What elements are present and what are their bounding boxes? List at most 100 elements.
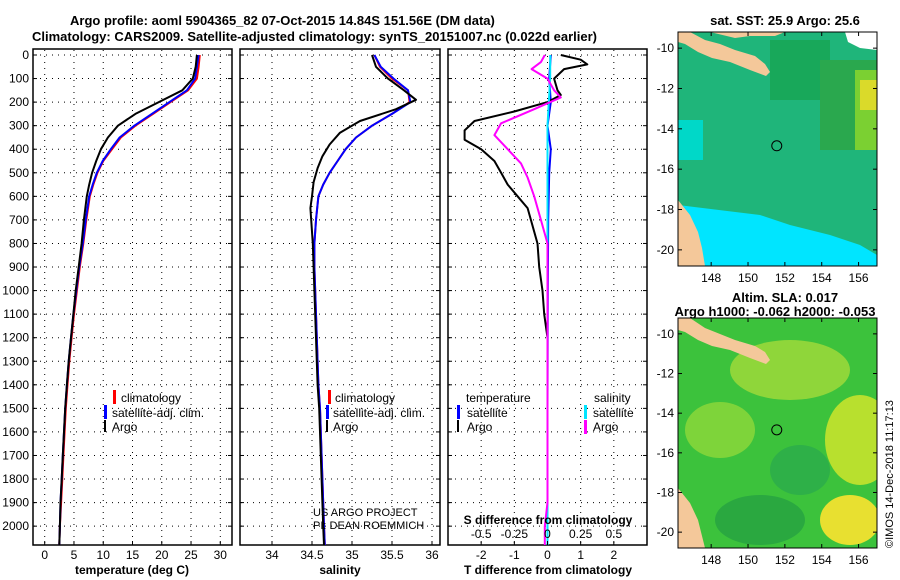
sla-low-1	[770, 445, 830, 495]
legend-swatch-climatology	[113, 390, 116, 404]
sla-high-3	[820, 495, 877, 545]
sst-cyan-patch-2	[678, 205, 877, 266]
depth-tick-label: 500	[9, 166, 29, 180]
map-x-tick-label: 156	[849, 271, 869, 285]
sla-land-australia	[678, 488, 705, 548]
depth-tick-label: 1800	[2, 472, 29, 486]
series-layer	[58, 54, 589, 546]
map-x-tick-label: 148	[701, 553, 721, 567]
depth-tick-label: 1200	[2, 331, 29, 345]
legend-swatch-argo	[326, 420, 328, 432]
figure-title-line2: Climatology: CARS2009. Satellite-adjuste…	[32, 29, 597, 44]
sla-high-2	[825, 395, 877, 485]
credit-line-2: PI: DEAN ROEMMICH	[313, 520, 424, 532]
x2-tick-label: 0.5	[605, 527, 622, 541]
depth-tick-label: 1700	[2, 448, 29, 462]
depth-tick-label: 100	[9, 72, 29, 86]
x2-tick-label: -0.5	[471, 527, 492, 541]
depth-tick-label: 1600	[2, 425, 29, 439]
x-tick-label: 10	[97, 548, 111, 562]
t-difference-axis-label: T difference from climatology	[464, 563, 632, 577]
depth-tick-label: 1100	[3, 307, 29, 321]
depth-tick-label: 600	[9, 189, 29, 203]
legend-swatch-satellite	[326, 405, 329, 419]
map-y-tick-label: -18	[657, 485, 675, 499]
x-tick-label: -1	[509, 548, 520, 562]
series-line-climatology	[313, 54, 411, 546]
legend-swatch-s-satellite	[584, 405, 587, 419]
credit-line-1: US ARGO PROJECT	[313, 507, 418, 519]
legend-swatch-climatology	[328, 390, 331, 404]
sst-land-png	[678, 32, 785, 38]
legend-label-s-argo: Argo	[593, 420, 619, 434]
x-tick-label: 35	[345, 548, 359, 562]
series-line-argo	[309, 54, 417, 546]
sla-map	[678, 318, 877, 548]
legend-swatch-t-argo	[457, 420, 459, 432]
depth-tick-label: 200	[9, 95, 29, 109]
legend-swatch-satellite	[104, 405, 107, 419]
legend-swatch-t-satellite	[457, 405, 460, 419]
x2-tick-label: -0.25	[501, 527, 529, 541]
x-axis-ticks: 0 5 10 15 20 25 30 34 34.5 35 35.5 36 -2 -1 0 1 2 -0.5 -0.…	[41, 527, 622, 562]
map-y-tick-label: -18	[657, 203, 675, 217]
x-tick-label: 0	[544, 548, 551, 562]
map-y-tick-label: -16	[657, 446, 675, 460]
depth-tick-label: 1300	[2, 354, 29, 368]
map-y-tick-label: -20	[657, 243, 675, 257]
figure-title-line1: Argo profile: aoml 5904365_82 07-Oct-201…	[70, 13, 495, 28]
sla-float-marker	[771, 424, 783, 436]
x-tick-label: 20	[155, 548, 169, 562]
x-tick-label: 25	[184, 548, 198, 562]
legend-label-argo: Argo	[333, 420, 359, 434]
x-tick-label: 30	[214, 548, 228, 562]
difference-legend: temperature satellite Argo salinity sate…	[457, 391, 634, 434]
map-x-tick-label: 154	[812, 271, 832, 285]
sst-hot-edge	[860, 80, 877, 110]
map-y-tick-label: -20	[657, 525, 675, 539]
sst-nodata	[845, 32, 877, 50]
depth-tick-label: 1500	[2, 401, 29, 415]
sla-map-title-1: Altim. SLA: 0.017	[732, 290, 838, 305]
x-tick-label: -2	[476, 548, 487, 562]
sla-high-4	[685, 402, 755, 458]
x2-tick-label: 0.25	[569, 527, 593, 541]
x-tick-label: 1	[577, 548, 584, 562]
s-difference-axis-label: S difference from climatology	[464, 513, 633, 527]
map-y-tick-label: -12	[657, 367, 675, 381]
map-y-tick-label: -16	[657, 162, 675, 176]
map-x-tick-label: 154	[812, 553, 832, 567]
legend-header-temperature: temperature	[466, 391, 531, 405]
depth-axis: 0 100 200 300 400 500 600 700 800 900 1000 1100 1200…	[2, 48, 647, 533]
map-x-tick-label: 150	[738, 553, 758, 567]
depth-tick-label: 900	[9, 260, 29, 274]
x-tick-label: 0	[41, 548, 48, 562]
x-tick-label: 2	[610, 548, 617, 562]
map-y-tick-label: -10	[657, 327, 675, 341]
depth-tick-label: 1000	[2, 284, 29, 298]
legend-label-satellite: satellite-adj. clim.	[112, 406, 204, 420]
x-tick-label: 34	[265, 548, 279, 562]
legend-label-t-argo: Argo	[467, 420, 493, 434]
x-tick-label: 36	[425, 548, 439, 562]
x2-tick-label: 0	[544, 527, 551, 541]
sst-map-title: sat. SST: 25.9 Argo: 25.6	[710, 13, 860, 28]
series-line-argo	[58, 54, 198, 546]
salinity-panel-frame	[239, 48, 441, 546]
legend-label-climatology: climatology	[335, 391, 395, 405]
temperature-legend: climatology satellite-adj. clim. Argo	[104, 390, 204, 434]
temperature-axis-label: temperature (deg C)	[75, 563, 189, 577]
series-line-satellite-adj-clim-	[58, 54, 200, 546]
legend-header-salinity: salinity	[594, 391, 631, 405]
series-line-salinity-argo	[493, 54, 562, 545]
x-tick-label: 15	[126, 548, 140, 562]
salinity-legend: climatology satellite-adj. clim. Argo	[326, 390, 425, 434]
sst-map-axes: 148 150 152 154 156 -10 -12 -14 -16 -18 -20	[657, 32, 877, 285]
x-tick-label: 34.5	[300, 548, 324, 562]
sst-land-australia	[678, 200, 705, 266]
legend-label-climatology: climatology	[121, 391, 181, 405]
depth-tick-label: 2000	[2, 519, 29, 533]
grid-dots	[34, 50, 646, 544]
x-tick-label: 5	[71, 548, 78, 562]
